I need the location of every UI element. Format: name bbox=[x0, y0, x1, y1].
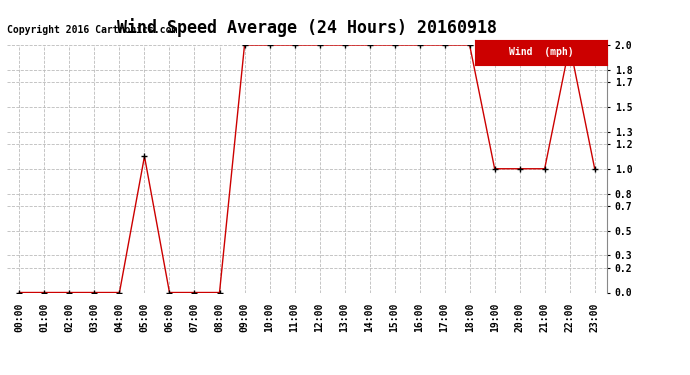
Title: Wind Speed Average (24 Hours) 20160918: Wind Speed Average (24 Hours) 20160918 bbox=[117, 18, 497, 37]
Text: Copyright 2016 Cartronics.com: Copyright 2016 Cartronics.com bbox=[7, 25, 177, 35]
